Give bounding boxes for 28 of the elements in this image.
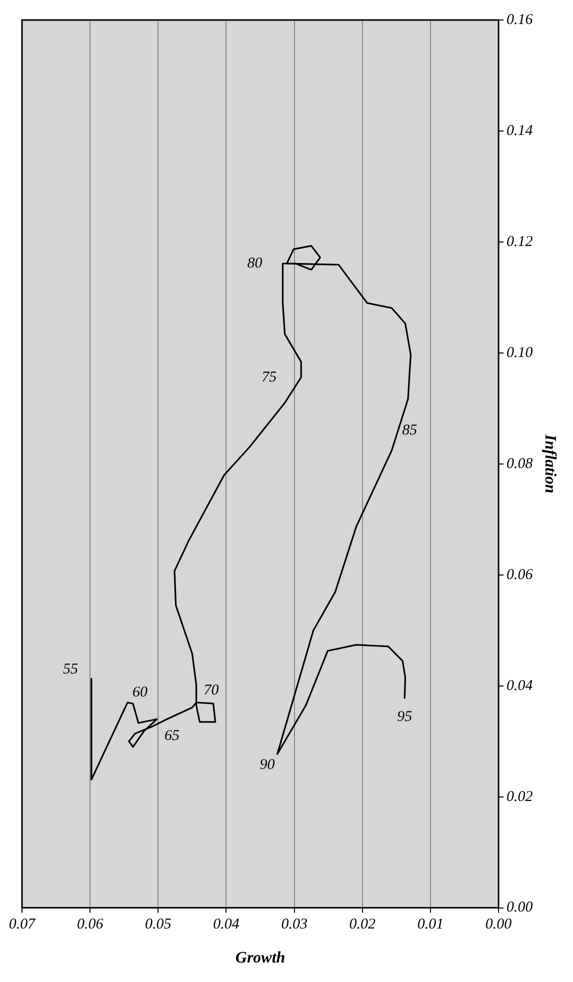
x-tick-label: 0.06 <box>76 916 104 933</box>
x-tick-label: 0.03 <box>281 916 308 933</box>
y-tick-label: 0.10 <box>506 344 534 361</box>
x-tick-label: 0.07 <box>8 916 37 933</box>
x-tick-label: 0.02 <box>349 916 376 933</box>
y-tick-label: 0.12 <box>506 234 534 250</box>
annotation: 90 <box>260 757 276 774</box>
x-tick-label: 0.05 <box>145 916 172 933</box>
y-tick-label: 0.14 <box>506 122 534 139</box>
annotation: 85 <box>402 422 418 439</box>
y-tick-label: 0.08 <box>506 456 534 472</box>
y-tick-label: 0.16 <box>506 12 534 28</box>
y-tick-label: 0.04 <box>506 678 534 694</box>
y-tick-label: 0.02 <box>506 788 534 805</box>
annotation: 95 <box>397 708 413 725</box>
annotation: 60 <box>132 684 148 701</box>
x-axis-title: Growth <box>235 950 286 967</box>
y-tick-label: 0.00 <box>506 900 534 916</box>
annotation: 75 <box>262 369 278 386</box>
annotation: 80 <box>247 256 263 272</box>
annotation: 70 <box>204 682 220 698</box>
x-tick-label: 0.00 <box>485 916 512 933</box>
y-axis-title: Inflation <box>541 434 558 494</box>
annotation: 55 <box>62 662 78 678</box>
x-tick-label: 0.04 <box>213 916 240 933</box>
x-tick-label: 0.01 <box>417 916 444 933</box>
annotation: 65 <box>164 728 180 744</box>
y-tick-label: 0.06 <box>506 566 534 583</box>
